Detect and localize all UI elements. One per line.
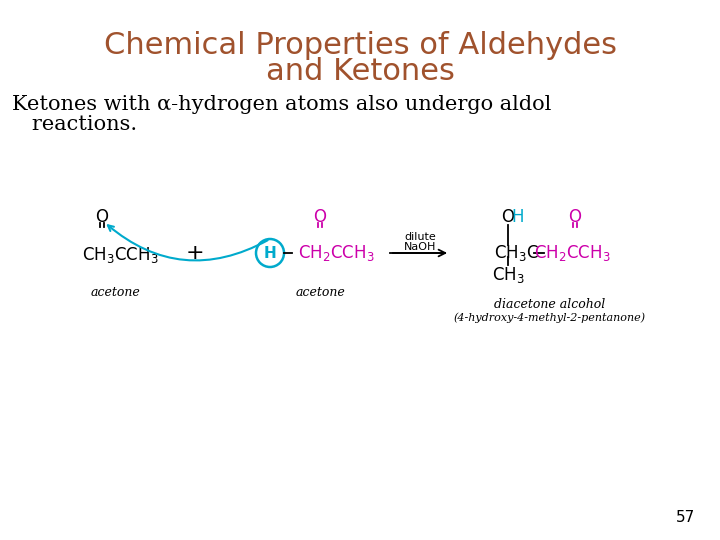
Text: CH$_3$CCH$_3$: CH$_3$CCH$_3$ [81,245,158,265]
Text: CH$_2$CCH$_3$: CH$_2$CCH$_3$ [297,243,374,263]
Text: O: O [502,208,515,226]
Text: diacetone alcohol: diacetone alcohol [495,299,606,312]
Text: acetone: acetone [90,287,140,300]
Text: NaOH: NaOH [404,242,436,252]
Text: CH$_3$: CH$_3$ [492,265,524,285]
Text: Ketones with α-hydrogen atoms also undergo aldol: Ketones with α-hydrogen atoms also under… [12,96,552,114]
Text: CH$_3$C: CH$_3$C [494,243,539,263]
Text: +: + [186,243,204,263]
Text: H: H [264,246,276,260]
Text: dilute: dilute [404,232,436,242]
Text: acetone: acetone [295,287,345,300]
Text: (4-hydroxy-4-methyl-2-pentanone): (4-hydroxy-4-methyl-2-pentanone) [454,313,646,323]
Text: O: O [569,208,582,226]
Text: H: H [512,208,524,226]
Text: 57: 57 [676,510,695,525]
Text: Chemical Properties of Aldehydes: Chemical Properties of Aldehydes [104,30,616,59]
Text: O: O [313,208,326,226]
Text: and Ketones: and Ketones [266,57,454,86]
Text: reactions.: reactions. [12,116,137,134]
Text: CH$_2$CCH$_3$: CH$_2$CCH$_3$ [534,243,611,263]
Text: O: O [96,208,109,226]
